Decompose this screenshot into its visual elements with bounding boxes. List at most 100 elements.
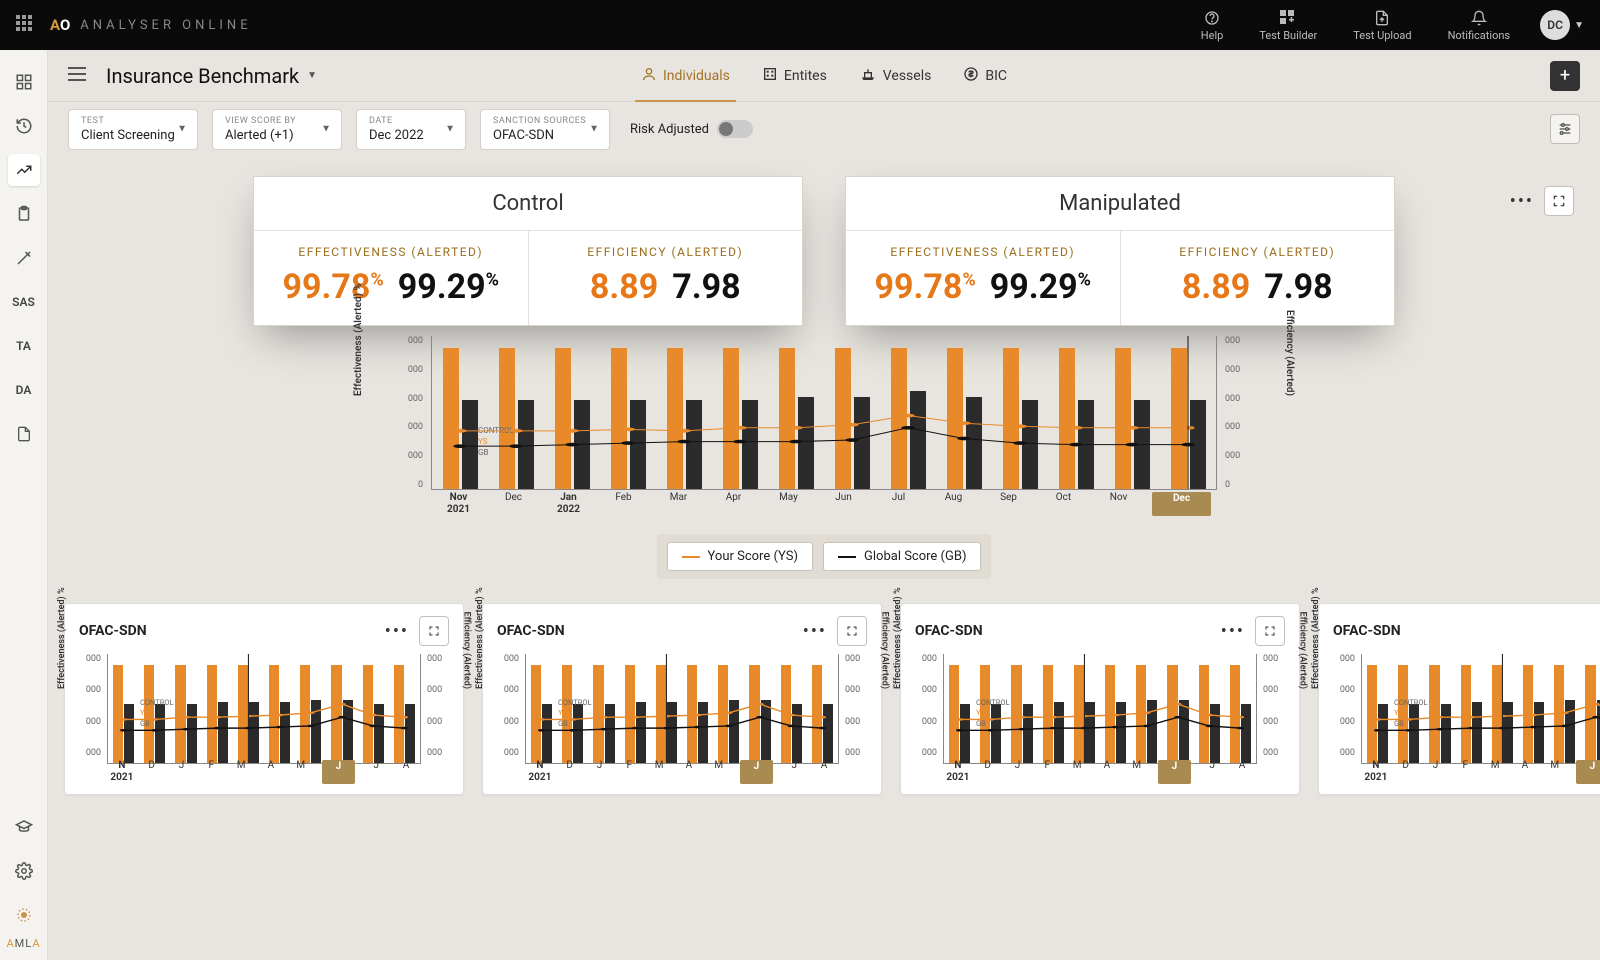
building-icon [762, 66, 778, 86]
kpi-value-primary: 8.89 [1182, 267, 1250, 307]
entity-tabs: Individuals Entites Vessels BIC [625, 50, 1023, 102]
tab-bic[interactable]: BIC [947, 50, 1023, 102]
tab-individuals[interactable]: Individuals [625, 50, 746, 102]
small-chart-card: OFAC-SDN•••000000000000000000000000Effec… [1318, 603, 1600, 795]
fullscreen-button[interactable] [837, 616, 867, 646]
rail-clipboard-icon[interactable] [8, 198, 40, 230]
ship-icon [859, 66, 877, 86]
rail-ta[interactable]: TA [8, 330, 40, 362]
rail-doc-icon[interactable] [8, 418, 40, 450]
kpi-value-secondary: 99.29% [990, 267, 1091, 307]
hamburger-icon[interactable] [68, 66, 86, 85]
filter-source[interactable]: SANCTION SOURCESOFAC-SDN▼ [480, 109, 610, 150]
filter-value: Client Screening [81, 128, 185, 143]
nav-help[interactable]: Help [1183, 9, 1242, 42]
add-button[interactable]: + [1550, 61, 1580, 91]
tab-label: Vessels [883, 68, 932, 84]
upload-icon [1373, 9, 1391, 27]
filter-label: SANCTION SOURCES [493, 116, 597, 126]
kpi-sub-label: EFFECTIVENESS (ALERTED) [264, 245, 518, 259]
help-icon [1203, 9, 1221, 27]
kpi-value-secondary: 99.29% [398, 267, 499, 307]
kpi-effectiveness: EFFECTIVENESS (ALERTED) 99.78%99.29% [846, 231, 1120, 325]
kpi-value-primary: 8.89 [590, 267, 658, 307]
kpi-efficiency: EFFICIENCY (ALERTED) 8.89 7.98 [1120, 231, 1395, 325]
page-title[interactable]: Insurance Benchmark [106, 64, 299, 88]
rail-history-icon[interactable] [8, 110, 40, 142]
filter-value: OFAC-SDN [493, 128, 597, 143]
chevron-down-icon: ▼ [321, 124, 331, 135]
filter-settings-button[interactable] [1550, 114, 1580, 144]
kpi-sub-label: EFFICIENCY (ALERTED) [1131, 245, 1385, 259]
title-dropdown-icon[interactable]: ▼ [307, 70, 317, 81]
kpi-efficiency: EFFICIENCY (ALERTED) 8.89 7.98 [528, 231, 803, 325]
chevron-down-icon: ▼ [445, 124, 455, 135]
kpi-effectiveness: EFFECTIVENESS (ALERTED) 99.78% 99.29% [254, 231, 528, 325]
more-icon[interactable]: ••• [1221, 616, 1245, 646]
kpi-title: Control [254, 177, 802, 231]
chart-legend: Your Score (YS) Global Score (GB) [657, 534, 992, 579]
main-chart: 00000000000000000000000000000000Effectiv… [389, 336, 1259, 579]
legend-global-score: Global Score (GB) [823, 542, 981, 571]
rail-edu-icon[interactable] [8, 811, 40, 843]
tab-entites[interactable]: Entites [746, 50, 843, 102]
user-avatar[interactable]: DC [1540, 10, 1570, 40]
kpi-title: Manipulated [846, 177, 1394, 231]
fullscreen-button[interactable] [1255, 616, 1285, 646]
nav-notifications[interactable]: Notifications [1430, 9, 1529, 42]
rail-dashboard-icon[interactable] [8, 66, 40, 98]
filter-view[interactable]: VIEW SCORE BYAlerted (+1)▼ [212, 109, 342, 150]
small-chart-title: OFAC-SDN [1333, 623, 1401, 639]
small-chart-card: OFAC-SDN•••000000000000000000000000Effec… [482, 603, 882, 795]
rail-da[interactable]: DA [8, 374, 40, 406]
chevron-down-icon: ▼ [177, 124, 187, 135]
footer-logo: AMLA [6, 937, 40, 950]
filter-test[interactable]: TEST Client Screening▼ [68, 109, 198, 150]
kpi-value-primary: 99.78% [283, 267, 384, 307]
person-icon [641, 66, 657, 86]
filter-label: TEST [81, 116, 185, 126]
nav-test-upload[interactable]: Test Upload [1335, 9, 1429, 42]
filter-date[interactable]: DATE Dec 2022▼ [356, 109, 466, 150]
rail-theme-icon[interactable] [8, 899, 40, 931]
more-icon[interactable]: ••• [385, 616, 409, 646]
small-chart-card: OFAC-SDN•••000000000000000000000000Effec… [900, 603, 1300, 795]
logo: AO [50, 16, 70, 34]
rail-settings-icon[interactable] [8, 855, 40, 887]
nav-label: Test Builder [1259, 29, 1317, 42]
toggle-switch[interactable] [717, 120, 753, 138]
nav-test-builder[interactable]: Test Builder [1241, 9, 1335, 42]
apps-grid-icon[interactable] [16, 15, 32, 35]
small-chart-title: OFAC-SDN [79, 623, 147, 639]
kpi-value-secondary: 7.98 [672, 267, 740, 307]
logo-o: O [60, 16, 70, 34]
page-bar: Insurance Benchmark ▼ Individuals Entites… [48, 50, 1600, 102]
main-content: ••• Control EFFECTIVENESS (ALERTED) 99.7… [48, 156, 1600, 960]
dollar-icon [963, 66, 979, 86]
filter-value: Alerted (+1) [225, 128, 329, 143]
rail-trends-icon[interactable] [8, 154, 40, 186]
legend-your-score: Your Score (YS) [667, 542, 814, 571]
more-icon[interactable]: ••• [803, 616, 827, 646]
tab-label: BIC [985, 68, 1007, 84]
kpi-value-secondary: 7.98 [1264, 267, 1332, 307]
filter-label: DATE [369, 116, 453, 126]
filters-row: TESTClient Screening▼ VIEW SCORE BYAlert… [48, 102, 1600, 156]
kpi-row: ••• Control EFFECTIVENESS (ALERTED) 99.7… [64, 176, 1584, 326]
nav-label: Notifications [1448, 29, 1511, 42]
logo-a: A [50, 16, 60, 34]
more-icon[interactable]: ••• [1510, 186, 1534, 216]
fullscreen-button[interactable] [419, 616, 449, 646]
tab-vessels[interactable]: Vessels [843, 50, 948, 102]
fullscreen-button[interactable] [1544, 186, 1574, 216]
kpi-sub-label: EFFICIENCY (ALERTED) [539, 245, 793, 259]
rail-sas[interactable]: SAS [8, 286, 40, 318]
tab-label: Entites [784, 68, 827, 84]
top-header: AO ANALYSER ONLINE Help Test Builder Tes… [0, 0, 1600, 50]
kpi-actions: ••• [1510, 186, 1574, 216]
rail-pin-icon[interactable] [8, 242, 40, 274]
product-name: ANALYSER ONLINE [80, 18, 251, 33]
avatar-dropdown-icon[interactable]: ▼ [1574, 20, 1584, 31]
filter-value: Dec 2022 [369, 128, 453, 143]
small-chart-title: OFAC-SDN [915, 623, 983, 639]
